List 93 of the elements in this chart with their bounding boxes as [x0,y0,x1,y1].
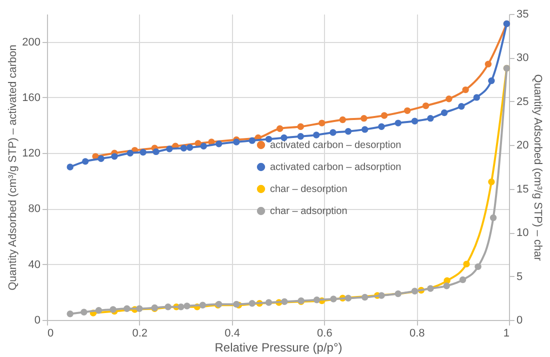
point [82,158,89,165]
legend-label: activated carbon – desorption [270,140,402,151]
point [394,290,402,298]
y-tick-label: 200 [22,36,40,48]
point [216,140,222,148]
point [427,285,434,292]
point [490,214,497,222]
y-axis-title: Quantity Adsorbed (cm³/g STP) – activated carbon [7,44,20,290]
point [152,148,160,156]
point [111,153,118,160]
point [233,300,240,308]
y2-tick-label: 25 [516,96,529,108]
point [178,304,184,310]
point [440,109,448,116]
point [126,150,134,156]
point [462,86,469,94]
point [265,136,272,143]
point [362,294,368,301]
point [200,142,207,150]
point [312,132,320,138]
y-tick-label: 0 [34,314,40,326]
point [124,305,130,312]
point [360,114,368,122]
point [411,118,418,124]
point [459,276,466,284]
point [184,302,190,310]
point [281,298,288,305]
y2-tick-label: 30 [516,52,529,64]
point [98,155,104,162]
point [488,178,495,186]
point [166,146,173,152]
point [66,164,74,170]
x-tick-label: 1 [503,328,510,340]
point [488,77,495,84]
point [330,129,336,136]
point [463,260,470,268]
point [276,125,284,132]
x-tick-label: 0.6 [317,328,332,340]
y2-tick-label: 5 [516,270,523,283]
point [422,102,430,110]
point [140,148,146,156]
point [404,107,411,114]
point [186,144,194,151]
y2-tick-label: 15 [516,183,529,196]
y-tick-label: 80 [28,203,40,216]
legend-label: char – adsorption [270,206,348,217]
point [248,137,256,144]
point [458,103,465,110]
point [474,263,482,270]
x-axis-title: Relative Pressure (p/p°) [214,340,342,354]
y-tick-label: 120 [22,148,40,160]
x-tick-label: 0.8 [409,328,425,340]
point [339,116,346,124]
point [233,138,240,146]
x-tick-label: 0.2 [132,328,148,340]
legend-label: activated carbon – adsorption [270,162,402,173]
y-tick-label: 160 [22,92,40,104]
point [411,288,418,294]
point [164,304,172,310]
y2-tick-label: 20 [516,140,529,152]
x-tick-label: 0 [48,328,54,340]
point [344,294,352,302]
point [473,94,480,101]
point [199,302,206,308]
y2-tick-label: 35 [516,8,529,20]
point [265,299,272,306]
point [362,126,368,133]
point [297,133,304,140]
point [427,114,434,122]
point [313,296,320,304]
point [80,308,88,316]
y-tick-label: 40 [28,258,40,271]
point [95,307,102,314]
point [443,282,450,290]
point [180,144,188,152]
point [136,305,143,312]
legend-label: char – desorption [270,184,348,195]
point [297,123,304,130]
x-tick-label: 0.4 [224,328,240,340]
point [380,112,388,119]
point [484,60,492,68]
y2-tick-label: 10 [516,227,529,240]
point [446,96,452,102]
point [378,123,385,130]
point [330,296,337,302]
point [318,120,326,126]
point [394,120,402,126]
point [66,310,74,318]
point [248,300,256,307]
y2-tick-label: 0 [516,314,523,326]
y2-axis-title: Quantity Adsorbed (cm³/g STP) – char [532,74,544,262]
point [344,128,352,135]
point [378,292,385,299]
